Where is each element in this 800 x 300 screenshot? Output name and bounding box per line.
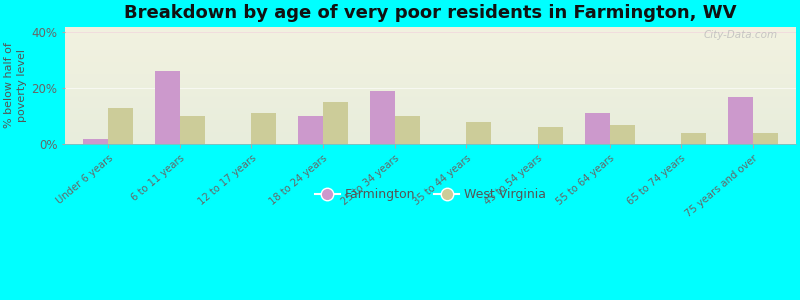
Bar [323, 102, 348, 144]
Bar [83, 139, 108, 144]
Bar [251, 113, 277, 144]
Bar [466, 122, 491, 144]
Bar [682, 133, 706, 144]
Title: Breakdown by age of very poor residents in Farmington, WV: Breakdown by age of very poor residents … [124, 4, 737, 22]
Y-axis label: % below half of
poverty level: % below half of poverty level [4, 42, 27, 128]
Bar [394, 116, 420, 144]
Legend: Farmington, West Virginia: Farmington, West Virginia [310, 183, 551, 206]
Bar [753, 133, 778, 144]
Bar [180, 116, 205, 144]
Bar [298, 116, 323, 144]
Bar [108, 108, 134, 144]
Text: City-Data.com: City-Data.com [703, 30, 778, 40]
Bar [538, 127, 563, 144]
Bar [728, 97, 753, 144]
Bar [585, 113, 610, 144]
Bar [610, 124, 634, 144]
Bar [370, 91, 394, 144]
Bar [154, 71, 180, 144]
